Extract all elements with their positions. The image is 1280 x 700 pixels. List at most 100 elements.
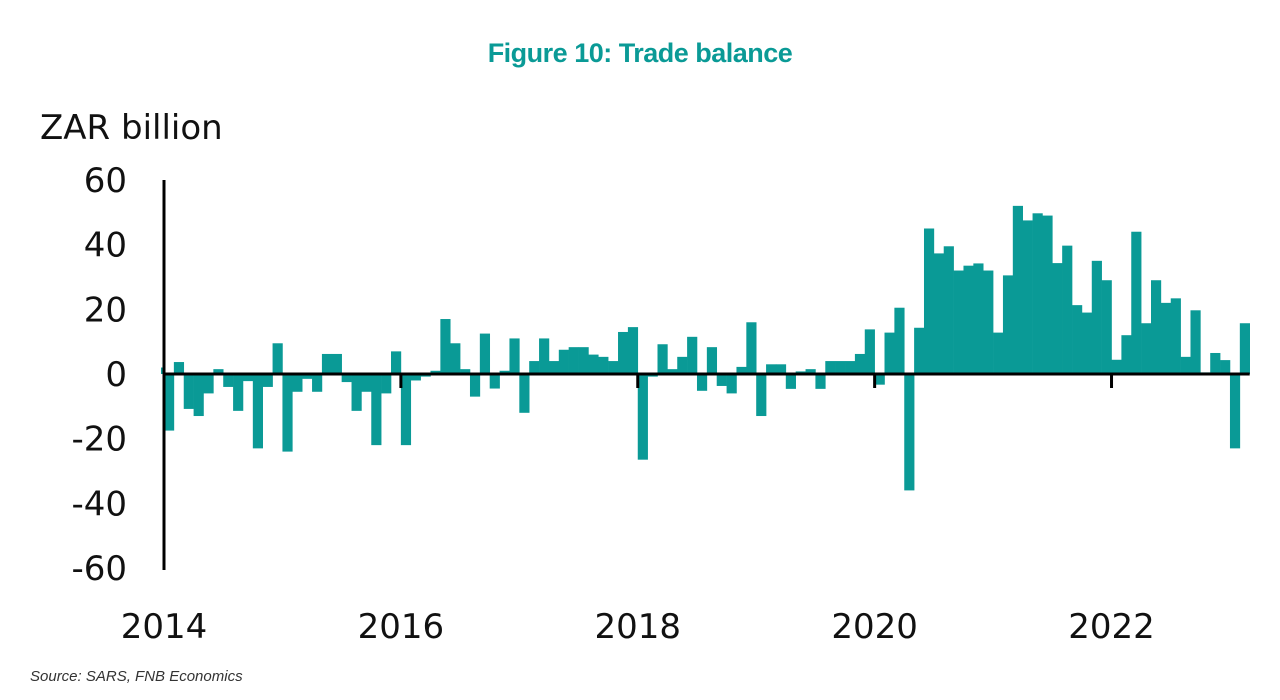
bar (529, 361, 540, 374)
bar (341, 374, 352, 383)
bar (1151, 280, 1162, 374)
bar (1160, 302, 1172, 374)
bar (321, 353, 333, 374)
bar (1081, 312, 1093, 374)
bar (460, 369, 471, 374)
bar (233, 374, 244, 411)
bar (943, 246, 954, 374)
bar (400, 374, 412, 446)
y-tick-label: -60 (71, 549, 127, 589)
x-tick-label: 2020 (831, 607, 918, 647)
bar (1012, 205, 1023, 374)
bar (292, 374, 303, 392)
bar (687, 336, 698, 374)
y-tick-label: 60 (84, 161, 127, 201)
bar (874, 374, 885, 385)
bar (410, 374, 421, 381)
y-tick-label: -20 (71, 420, 127, 460)
bar (993, 332, 1004, 374)
bar (164, 374, 175, 431)
chart-title: Figure 10: Trade balance (487, 38, 793, 68)
x-tick-label: 2022 (1068, 607, 1155, 647)
y-tick-label: 40 (84, 226, 127, 266)
bar (519, 374, 530, 413)
bar (845, 361, 856, 374)
bar (854, 353, 866, 374)
bar (657, 344, 668, 374)
bar (371, 374, 382, 446)
bar (1091, 260, 1102, 374)
bar (252, 374, 263, 449)
bar (381, 374, 392, 394)
bar (835, 361, 846, 374)
bar (450, 343, 461, 374)
x-ticks-group: 2014 2016 2018 2020 2022 (121, 374, 1155, 647)
bar (489, 374, 500, 389)
bar (213, 369, 224, 374)
bar (923, 228, 935, 374)
y-tick-label: -40 (71, 484, 127, 524)
x-tick-label: 2016 (358, 607, 445, 647)
bar (746, 322, 757, 374)
bar (973, 263, 984, 374)
bar (637, 374, 648, 460)
bar (608, 361, 619, 374)
bar (539, 338, 550, 374)
bar (1229, 374, 1241, 449)
bar (193, 374, 204, 417)
bar (864, 329, 875, 374)
bar (558, 349, 569, 374)
bar (775, 364, 787, 374)
bar (933, 253, 945, 374)
bar (598, 356, 609, 374)
bar (479, 333, 491, 374)
bar (302, 374, 313, 379)
source-note: Source: SARS, FNB Economics (30, 668, 243, 685)
bar (242, 374, 254, 382)
bar (1022, 220, 1033, 374)
bar (677, 356, 688, 374)
bar (696, 374, 708, 391)
bar (173, 362, 185, 374)
bar (440, 319, 451, 374)
bar (1111, 359, 1122, 374)
x-tick-label: 2014 (121, 607, 208, 647)
bar (904, 374, 915, 491)
bar (825, 361, 836, 374)
bar (203, 374, 214, 394)
bar (627, 327, 639, 374)
y-axis-label: ZAR billion (40, 108, 223, 148)
bar (1131, 231, 1142, 374)
bar (894, 307, 905, 374)
bar (716, 374, 727, 386)
y-tick-label: 0 (105, 355, 127, 395)
axes-group (162, 180, 1250, 570)
bar (1072, 305, 1083, 374)
bar (578, 347, 589, 374)
bar (983, 270, 994, 374)
bar (1121, 335, 1132, 374)
bar (391, 351, 402, 374)
bar (272, 343, 283, 374)
bar (588, 354, 599, 374)
bar (667, 369, 678, 374)
bar (785, 374, 796, 389)
bar (953, 270, 964, 374)
bar (1220, 360, 1231, 374)
bar (568, 347, 579, 374)
bar (1032, 213, 1043, 374)
bar (509, 338, 520, 374)
bar (1141, 323, 1152, 374)
bar (805, 369, 816, 374)
bar (1042, 215, 1053, 374)
bar (361, 374, 372, 392)
bar (1002, 275, 1014, 374)
bar (499, 370, 510, 374)
bar (548, 361, 560, 374)
bar (914, 327, 925, 374)
bar (1062, 245, 1073, 374)
bar (312, 374, 323, 392)
bar (1239, 323, 1250, 374)
bar (351, 374, 362, 411)
